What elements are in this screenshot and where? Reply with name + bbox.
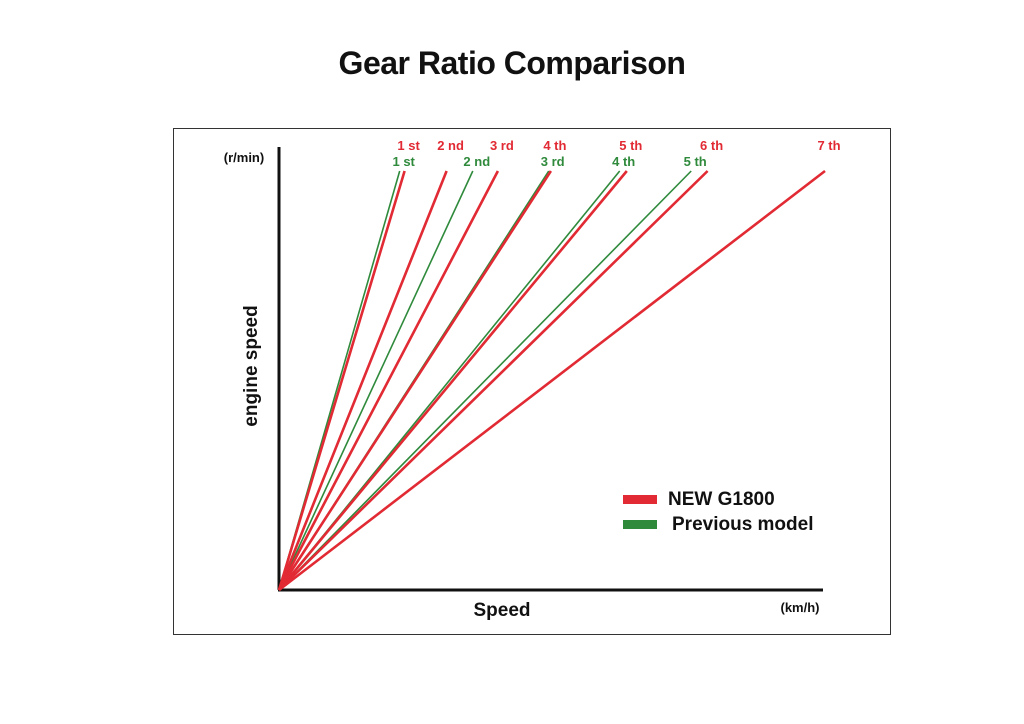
legend-label-new: NEW G1800 xyxy=(668,489,775,510)
gear-label-previous-1: 1 st xyxy=(392,154,415,169)
x-axis-label: Speed xyxy=(473,600,530,621)
legend-label-previous: Previous model xyxy=(672,514,814,535)
y-unit-label: (r/min) xyxy=(224,150,264,165)
gear-line-new-2 xyxy=(277,170,448,591)
gear-label-new-1: 1 st xyxy=(397,138,420,153)
gear-labels: 1 st 2 nd 3 rd 4 th 5 th1 st 2 nd 3 rd 4 th 5 th… xyxy=(392,138,840,169)
gear-line-previous-5 xyxy=(278,170,692,591)
y-axis-label: engine speed xyxy=(241,305,262,426)
gear-label-new-4: 4 th xyxy=(543,138,566,153)
gear-line-new-1 xyxy=(277,170,406,591)
gear-line-new-3 xyxy=(277,170,500,591)
gear-label-previous-2: 2 nd xyxy=(463,154,490,169)
gear-line-new-6 xyxy=(278,170,709,591)
gear-label-new-6: 6 th xyxy=(700,138,723,153)
gear-lines xyxy=(277,169,826,592)
gear-label-new-2: 2 nd xyxy=(437,138,464,153)
x-unit-label: (km/h) xyxy=(781,600,820,615)
gear-label-new-3: 3 rd xyxy=(490,138,514,153)
legend-swatch-new xyxy=(623,495,657,504)
legend: NEW G1800 Previous model xyxy=(623,489,814,535)
chart-title: Gear Ratio Comparison xyxy=(338,45,686,81)
gear-label-previous-4: 4 th xyxy=(612,154,635,169)
chart-frame xyxy=(173,128,891,635)
gear-line-new-4 xyxy=(277,170,552,591)
gear-line-previous-2 xyxy=(278,170,474,591)
gear-line-new-7 xyxy=(278,169,826,592)
gear-label-previous-5: 5 th xyxy=(684,154,707,169)
gear-label-new-7: 7 th xyxy=(817,138,840,153)
gear-label-previous-3: 3 rd xyxy=(541,154,565,169)
legend-swatch-previous xyxy=(623,520,657,529)
gear-label-new-5: 5 th xyxy=(619,138,642,153)
gear-line-new-5 xyxy=(277,170,628,591)
